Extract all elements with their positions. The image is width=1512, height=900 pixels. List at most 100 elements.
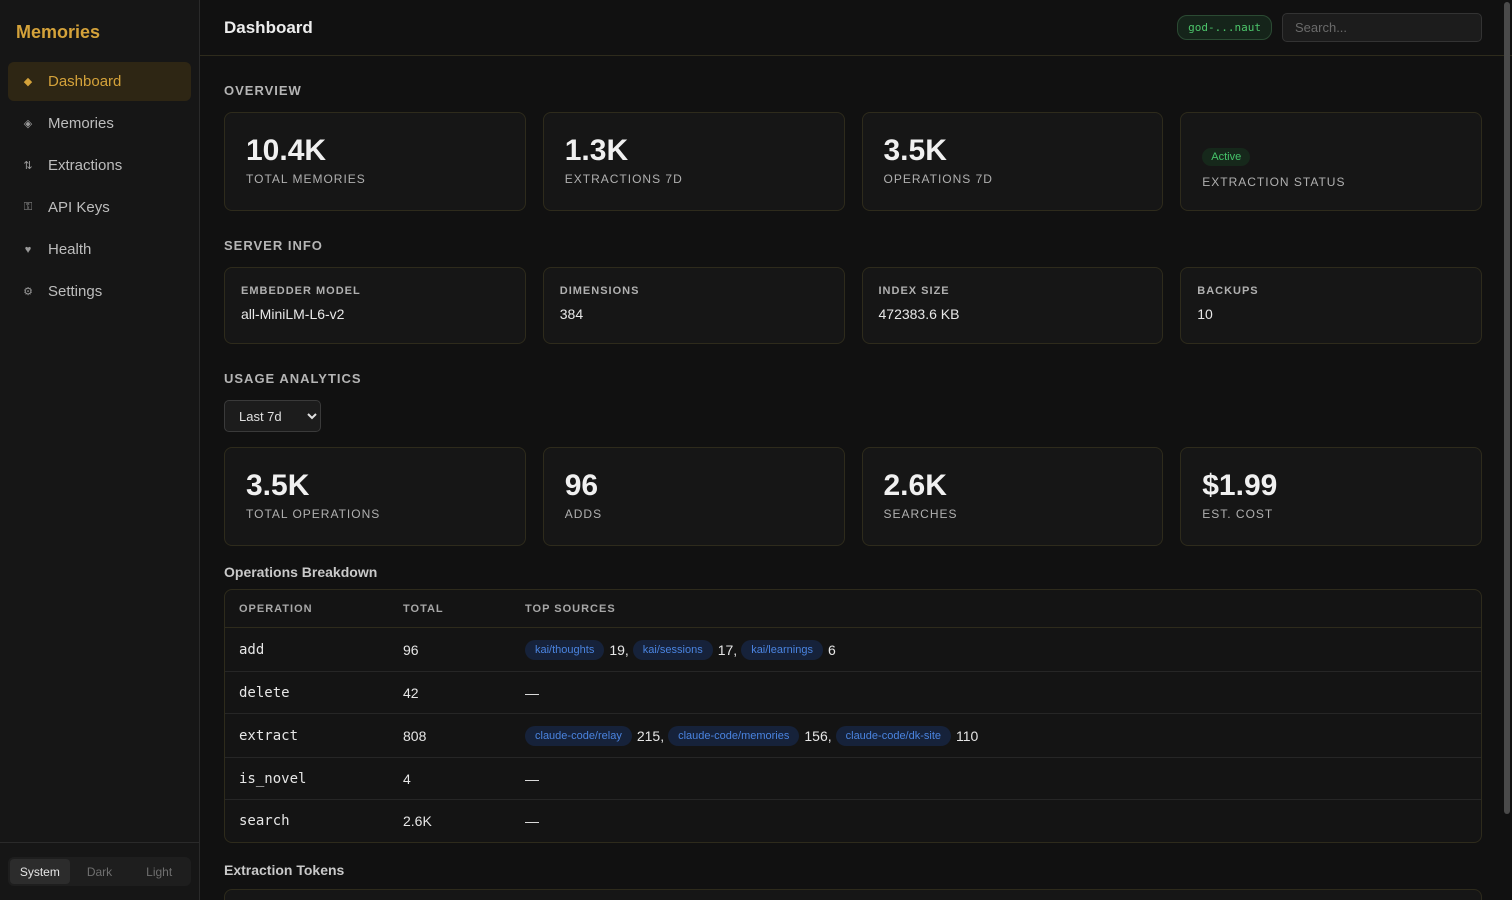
stat-value: 3.5K: [246, 469, 310, 502]
app-logo[interactable]: Memories: [16, 22, 101, 42]
stat-card-est-cost: $1.99 EST. COST: [1180, 447, 1482, 546]
info-card-embedder-model: EMBEDDER MODEL all-MiniLM-L6-v2: [224, 267, 526, 344]
range-select-wrap: Last 7d: [224, 400, 1482, 432]
info-label: EMBEDDER MODEL: [241, 285, 361, 297]
sidebar: Memories ◆ Dashboard ◈ Memories ⇅ Extrac…: [0, 0, 200, 900]
info-label: DIMENSIONS: [559, 285, 640, 297]
time-range-select[interactable]: Last 7d: [224, 400, 321, 432]
table-row: delete 42 —: [225, 672, 1481, 714]
sidebar-item-memories[interactable]: ◈ Memories: [8, 104, 191, 143]
empty-sources: —: [525, 813, 539, 829]
extraction-tokens-card: [224, 889, 1482, 900]
stat-value: 3.5K: [883, 134, 947, 167]
main-panel: Dashboard god-...naut OVERVIEW 10.4K TOT…: [200, 0, 1512, 900]
stat-label: OPERATIONS 7D: [883, 172, 993, 186]
stat-card-total-operations: 3.5K TOTAL OPERATIONS: [224, 447, 526, 546]
key-icon: ⚿: [23, 201, 33, 213]
sources-cell: —: [525, 771, 1481, 787]
source-tag[interactable]: claude-code/memories: [668, 725, 800, 746]
total-cell: 42: [403, 684, 419, 701]
stat-card-extraction-status: Active EXTRACTION STATUS: [1180, 112, 1482, 211]
sidebar-item-dashboard[interactable]: ◆ Dashboard: [8, 62, 191, 101]
theme-light-button[interactable]: Light: [146, 864, 173, 879]
stat-value: 1.3K: [564, 134, 629, 167]
usage-cards: 3.5K TOTAL OPERATIONS 96 ADDS 2.6K SEARC…: [224, 447, 1482, 546]
source-count: 215,: [636, 727, 665, 744]
top-bar: Dashboard god-...naut: [200, 0, 1512, 56]
sidebar-item-settings[interactable]: ⚙ Settings: [8, 272, 191, 311]
total-cell: 96: [403, 641, 419, 658]
theme-toggle: System Dark Light: [8, 857, 191, 886]
search-input[interactable]: [1282, 13, 1482, 42]
stat-label: SEARCHES: [883, 507, 958, 521]
info-card-backups: BACKUPS 10: [1180, 267, 1482, 344]
column-header-total: TOTAL: [403, 602, 444, 615]
stat-value: 10.4K: [246, 134, 327, 167]
sidebar-item-label: Settings: [48, 283, 103, 300]
scrollbar-thumb[interactable]: [1504, 2, 1510, 814]
source-count: 19,: [609, 641, 629, 658]
api-key-badge[interactable]: god-...naut: [1177, 15, 1272, 40]
total-cell: 4: [403, 770, 411, 787]
source-count: 156,: [804, 727, 832, 744]
stat-label: TOTAL OPERATIONS: [246, 507, 381, 521]
source-tag[interactable]: claude-code/dk-site: [835, 725, 952, 746]
stat-label: EXTRACTION STATUS: [1202, 175, 1346, 189]
source-count: 17,: [717, 641, 738, 658]
overview-cards: 10.4K TOTAL MEMORIES 1.3K EXTRACTIONS 7D…: [224, 112, 1482, 211]
operation-cell: is_novel: [239, 770, 307, 787]
source-tag[interactable]: kai/thoughts: [525, 639, 605, 660]
info-value: 384: [559, 306, 584, 322]
sidebar-item-label: Extractions: [48, 157, 123, 174]
total-cell: 2.6K: [403, 813, 432, 829]
sidebar-item-api-keys[interactable]: ⚿ API Keys: [8, 188, 191, 227]
info-card-index-size: INDEX SIZE 472383.6 KB: [861, 267, 1164, 344]
stat-value: $1.99: [1202, 469, 1278, 502]
info-value: all-MiniLM-L6-v2: [241, 306, 345, 322]
extraction-tokens-heading: Extraction Tokens: [224, 862, 345, 878]
column-header-top-sources: TOP SOURCES: [525, 602, 616, 615]
operations-breakdown-heading: Operations Breakdown: [224, 564, 378, 580]
theme-bar: System Dark Light: [0, 842, 199, 900]
page-title: Dashboard: [224, 17, 313, 37]
sidebar-item-label: Dashboard: [48, 73, 122, 90]
server-info-cards: EMBEDDER MODEL all-MiniLM-L6-v2 DIMENSIO…: [224, 267, 1482, 344]
overview-heading: OVERVIEW: [224, 83, 302, 98]
source-count: 110: [956, 727, 979, 744]
sidebar-item-extractions[interactable]: ⇅ Extractions: [8, 146, 191, 185]
table-header-row: OPERATION TOTAL TOP SOURCES: [225, 590, 1481, 628]
diamond-outline-icon: ◈: [23, 118, 33, 130]
total-cell: 808: [403, 727, 427, 744]
stat-label: TOTAL MEMORIES: [246, 172, 366, 186]
sidebar-item-label: Memories: [48, 115, 114, 132]
sources-cell: claude-code/relay 215, claude-code/memor…: [525, 725, 1481, 746]
stat-card-adds: 96 ADDS: [542, 447, 845, 546]
stat-label: ADDS: [564, 507, 603, 521]
table-row: is_novel 4 —: [225, 758, 1481, 800]
operation-cell: delete: [239, 684, 290, 701]
source-tag[interactable]: claude-code/relay: [525, 725, 632, 746]
status-badge: Active: [1202, 148, 1251, 166]
stat-card-searches: 2.6K SEARCHES: [861, 447, 1164, 546]
source-tag[interactable]: kai/sessions: [632, 639, 713, 660]
theme-system-button[interactable]: System: [10, 859, 70, 884]
source-tag[interactable]: kai/learnings: [741, 639, 823, 660]
sidebar-item-health[interactable]: ♥ Health: [8, 230, 191, 269]
info-card-dimensions: DIMENSIONS 384: [542, 267, 845, 344]
stat-card-operations-7d: 3.5K OPERATIONS 7D: [861, 112, 1164, 211]
stat-card-total-memories: 10.4K TOTAL MEMORIES: [224, 112, 526, 211]
table-row: add 96 kai/thoughts 19, kai/sessions 17,…: [225, 628, 1481, 672]
sidebar-item-label: API Keys: [48, 199, 110, 216]
info-value: 10: [1197, 306, 1213, 322]
theme-dark-button[interactable]: Dark: [86, 864, 113, 879]
empty-sources: —: [525, 684, 539, 701]
dashboard-content: OVERVIEW 10.4K TOTAL MEMORIES 1.3K EXTRA…: [200, 83, 1512, 900]
table-row: search 2.6K —: [225, 800, 1481, 842]
operations-table: OPERATION TOTAL TOP SOURCES add 96 kai/t…: [224, 589, 1482, 843]
column-header-operation: OPERATION: [239, 602, 313, 615]
stat-card-extractions-7d: 1.3K EXTRACTIONS 7D: [542, 112, 845, 211]
info-label: INDEX SIZE: [878, 285, 950, 297]
heart-icon: ♥: [24, 243, 32, 256]
source-count: 6: [827, 641, 836, 658]
stat-value: 96: [564, 469, 599, 502]
